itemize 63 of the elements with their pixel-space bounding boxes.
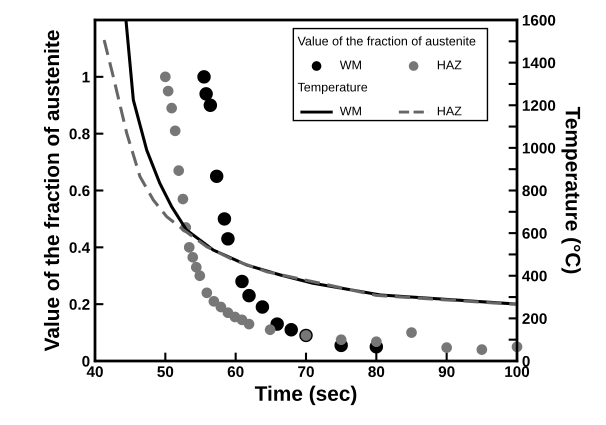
x-tick-label: 80 (368, 366, 384, 378)
point (270, 317, 284, 331)
x-tick-label: 50 (157, 366, 174, 378)
point (187, 252, 198, 263)
legend-label: HAZ (438, 106, 462, 116)
legend-label: WM (340, 106, 361, 116)
point (162, 86, 174, 96)
y2-tick-label: 600 (522, 228, 547, 239)
point (218, 212, 232, 226)
point (371, 336, 382, 348)
point (221, 232, 235, 246)
y-tick-label: 0.2 (70, 299, 90, 310)
point (284, 323, 298, 336)
y-tick-label: 1 (82, 72, 90, 82)
annotation: Value of the fraction of austenite (298, 36, 476, 46)
y2-tick-label: 1600 (522, 14, 556, 26)
y2-tick-label: 800 (522, 185, 547, 196)
point (406, 327, 417, 338)
y-tick-label: 0.6 (70, 185, 90, 196)
y2-tick-label: 200 (522, 313, 547, 324)
point (476, 344, 488, 355)
point (197, 70, 211, 84)
point (194, 270, 206, 282)
point (336, 334, 346, 346)
point (160, 72, 171, 82)
y2-tick-label: 400 (522, 270, 547, 282)
x-tick-label: 70 (298, 366, 314, 378)
x-tick-label: 90 (438, 366, 455, 378)
y-tick-label: 0.4 (70, 242, 90, 254)
y-tick-label: 0.8 (70, 128, 90, 140)
point (166, 102, 177, 114)
point (190, 262, 202, 273)
point (216, 302, 226, 312)
point (256, 300, 270, 314)
y2-tick-label: 1400 (522, 57, 556, 68)
legend-label: WM (340, 60, 361, 70)
legend-label: HAZ (438, 60, 462, 70)
point (184, 242, 195, 253)
point (201, 287, 212, 298)
point (170, 125, 181, 136)
point (199, 87, 213, 101)
y-axis-title: Value of the fraction of austenite (44, 30, 60, 352)
point (173, 165, 184, 176)
x-tick-label: 40 (86, 366, 103, 378)
point (210, 170, 224, 184)
point (204, 98, 218, 112)
x-tick-label: 100 (505, 366, 530, 378)
point (208, 296, 220, 307)
y2-tick-label: 1000 (522, 142, 556, 154)
point (235, 274, 249, 288)
point (441, 342, 452, 353)
point (244, 318, 254, 330)
x-axis-title: Time (sec) (254, 386, 356, 406)
y-tick-label: 0 (82, 356, 90, 367)
x-tick-label: 60 (228, 366, 244, 378)
y2-tick-label: 0 (522, 356, 530, 367)
point (178, 194, 188, 204)
point (242, 288, 256, 302)
point (264, 324, 276, 336)
y2-axis-title: Temperature (°C) (561, 106, 581, 274)
annotation: Temperature (298, 82, 368, 94)
y2-tick-label: 1200 (522, 100, 556, 111)
point (236, 314, 248, 326)
